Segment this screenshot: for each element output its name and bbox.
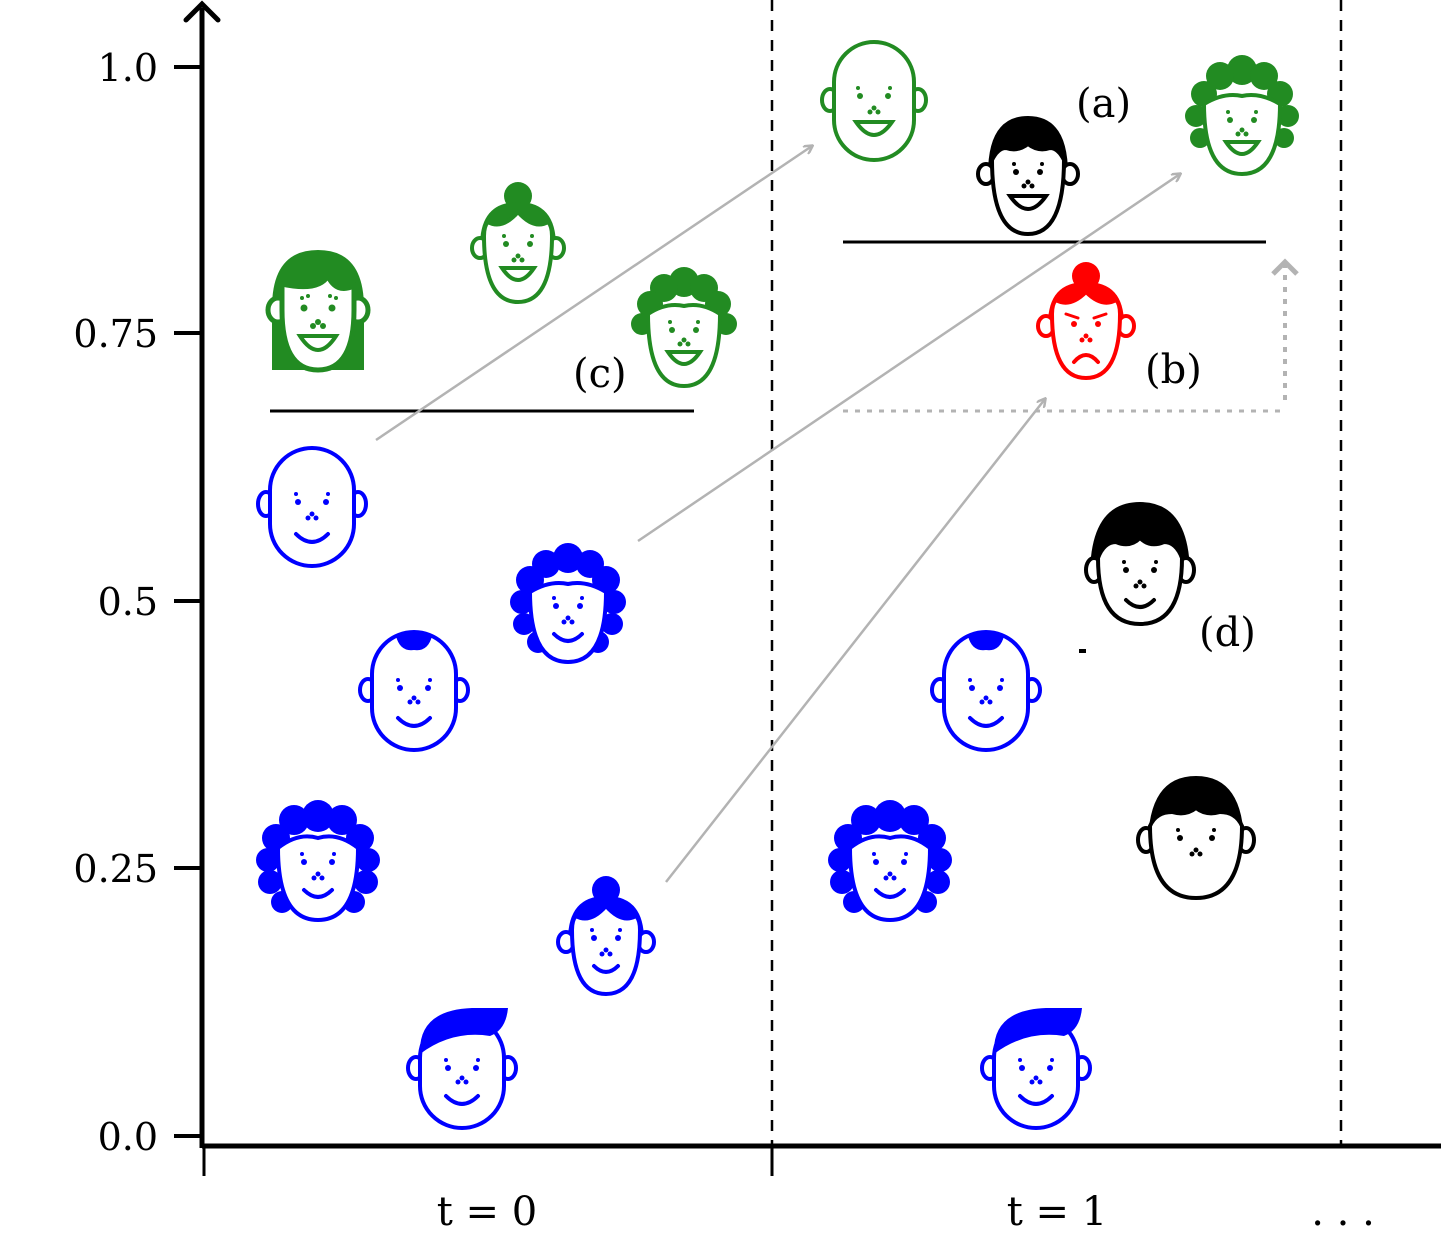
bald-face-icon — [820, 40, 928, 162]
short-hair-face-icon — [1136, 776, 1256, 901]
side-hair-face-icon — [406, 1008, 518, 1130]
short-hair-face-icon — [976, 116, 1080, 237]
ellipsis-label: . . . — [1311, 1189, 1375, 1235]
side-hair-face-icon — [980, 1008, 1092, 1130]
short-hair-face-icon — [1084, 502, 1196, 627]
threshold-shift-indicator — [843, 258, 1299, 413]
y-tick-label-1: 0.25 — [73, 847, 158, 891]
transition-arrow-curly — [637, 174, 1180, 543]
y-axis — [183, 0, 221, 1148]
wavy-hair-face-icon — [828, 800, 952, 923]
time-label-t1: t = 1 — [1007, 1189, 1107, 1235]
time-label-t0: t = 0 — [437, 1189, 537, 1235]
tuft-hair-face-icon — [930, 630, 1042, 752]
curly-hair-face-icon — [1185, 55, 1299, 177]
tuft-hair-face-icon — [358, 630, 470, 752]
annotation-b: (b) — [1145, 347, 1202, 393]
bald-face-icon — [256, 446, 368, 568]
bun-hair-face-icon — [556, 876, 656, 997]
transition-arrow-bun — [665, 399, 1045, 883]
y-tick-label-4: 1.0 — [98, 46, 158, 90]
stray-mark — [1079, 649, 1086, 653]
transition-arrow-bald — [375, 146, 812, 442]
wavy-hair-face-icon — [256, 800, 380, 923]
curly-hair-face-icon — [631, 267, 737, 389]
y-tick-label-2: 0.5 — [98, 580, 158, 624]
y-tick-marks — [174, 65, 202, 1138]
annotation-a: (a) — [1076, 81, 1131, 127]
sad-bun-face-icon — [1036, 262, 1136, 381]
y-tick-label-0: 0.0 — [98, 1115, 158, 1159]
annotation-d: (d) — [1199, 610, 1256, 656]
bun-hair-face-icon — [470, 182, 566, 305]
long-hair-face-icon — [265, 250, 371, 373]
y-tick-label-3: 0.75 — [73, 312, 158, 356]
annotation-c: (c) — [573, 351, 627, 397]
curly-hair-face-icon — [510, 543, 626, 665]
